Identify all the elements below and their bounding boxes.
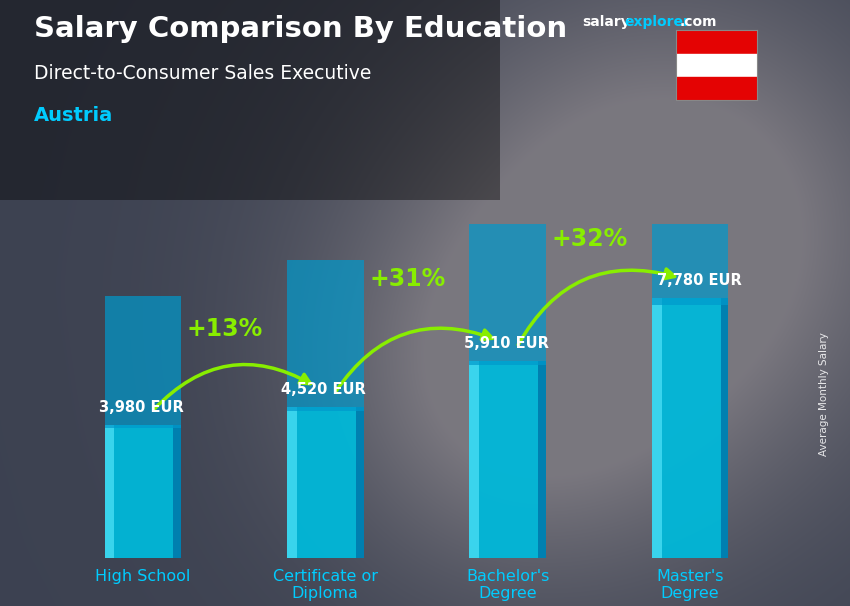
Bar — [105, 425, 181, 558]
Bar — [652, 45, 728, 305]
Bar — [721, 298, 728, 558]
Bar — [538, 361, 546, 558]
Text: 5,910 EUR: 5,910 EUR — [464, 336, 549, 350]
Bar — [676, 53, 756, 77]
Bar — [287, 260, 364, 411]
Text: salary: salary — [582, 15, 630, 29]
Text: .com: .com — [680, 15, 717, 29]
Text: +13%: +13% — [187, 317, 263, 341]
FancyArrowPatch shape — [518, 269, 675, 345]
Bar — [173, 425, 181, 558]
Bar — [105, 425, 115, 558]
Text: Salary Comparison By Education: Salary Comparison By Education — [34, 15, 567, 43]
Bar — [287, 407, 364, 558]
Bar — [469, 361, 546, 558]
Bar — [356, 407, 364, 558]
FancyArrowPatch shape — [154, 365, 310, 410]
Text: explorer: explorer — [625, 15, 690, 29]
Bar — [676, 77, 756, 100]
Text: 3,980 EUR: 3,980 EUR — [99, 400, 184, 415]
Text: 7,780 EUR: 7,780 EUR — [657, 273, 742, 288]
Text: 4,520 EUR: 4,520 EUR — [281, 382, 366, 397]
FancyArrowPatch shape — [336, 328, 492, 391]
Bar — [469, 361, 479, 558]
Bar — [287, 407, 297, 558]
Bar — [105, 296, 181, 428]
Bar — [652, 298, 662, 558]
Text: Average Monthly Salary: Average Monthly Salary — [819, 332, 829, 456]
Text: Direct-to-Consumer Sales Executive: Direct-to-Consumer Sales Executive — [34, 64, 371, 82]
Bar — [469, 168, 546, 365]
Text: +32%: +32% — [552, 227, 628, 251]
Bar — [652, 298, 728, 558]
Text: +31%: +31% — [369, 267, 445, 291]
Text: Austria: Austria — [34, 106, 113, 125]
Bar — [676, 30, 756, 53]
